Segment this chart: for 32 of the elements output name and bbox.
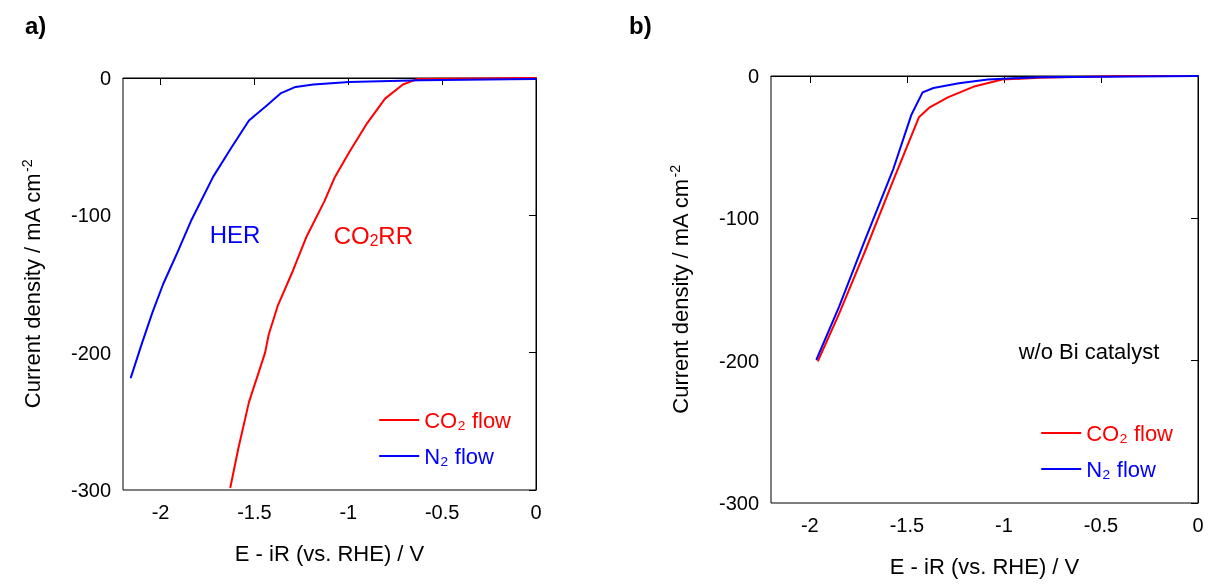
legend-label: CO₂ flow	[424, 407, 512, 433]
chart-title: a)	[25, 11, 47, 39]
annotation: CO2RR	[333, 222, 413, 250]
x-axis-title: E - iR (vs. RHE) / V	[234, 540, 425, 566]
x-tick-label: 0	[1192, 514, 1204, 536]
x-tick-label: -0.5	[424, 501, 460, 523]
legend-label: N₂ flow	[424, 443, 494, 469]
x-tick-label: -1	[995, 514, 1013, 536]
annotation: w/o Bi catalyst	[1017, 339, 1160, 365]
x-tick-label: 0	[530, 501, 542, 523]
y-axis-title: Current density / mA cm-2	[667, 164, 693, 414]
legend-label: N₂ flow	[1086, 456, 1156, 482]
y-tick-label: 0	[747, 65, 759, 87]
y-tick-label: -200	[70, 341, 111, 364]
legend-label: CO₂ flow	[1086, 420, 1174, 446]
x-tick-label: -2	[151, 501, 170, 523]
y-tick-label: 0	[99, 67, 111, 89]
line-series	[129, 78, 537, 379]
x-axis-title: E - iR (vs. RHE) / V	[889, 553, 1080, 579]
x-tick-label: -2	[800, 514, 819, 536]
y-tick-label: -300	[718, 492, 759, 514]
y-axis-title: Current density / mA cm-2	[19, 159, 45, 409]
y-tick-label: -100	[70, 204, 111, 227]
x-tick-label: -1.5	[889, 514, 925, 536]
chart-title: b)	[629, 11, 652, 39]
y-tick-label: -300	[70, 479, 111, 501]
x-tick-label: -1.5	[237, 501, 272, 523]
y-tick-label: -100	[718, 207, 759, 230]
x-tick-label: -0.5	[1083, 514, 1119, 536]
x-tick-label: -1	[339, 501, 358, 523]
y-tick-label: -200	[718, 349, 759, 372]
annotation: HER	[209, 220, 261, 248]
